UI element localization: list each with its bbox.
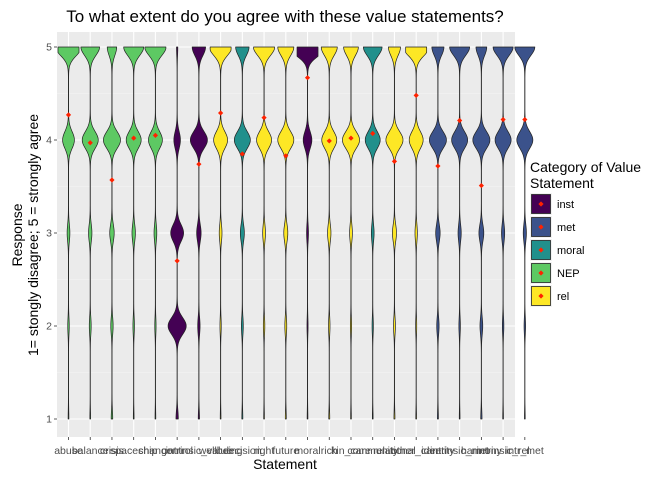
violin-control [167, 46, 187, 420]
x-tick-label-community: community [347, 445, 399, 457]
violin-rich [320, 46, 338, 420]
x-tick-label-right: right [254, 445, 275, 457]
mean-marker-kin_care [348, 135, 354, 141]
x-tick-label-wellbeing: wellbeing [198, 445, 243, 457]
mean-marker-control [174, 258, 180, 264]
y-axis-title: Response 1= stongly disagree; 5 = strong… [9, 114, 41, 356]
violin-spaceship [123, 46, 145, 420]
legend-title-line1: Category of Value [530, 159, 641, 175]
mean-marker-other_care [413, 92, 419, 98]
violin-intr_met [514, 46, 536, 420]
mean-marker-balance [87, 140, 93, 146]
violin-harmony [472, 46, 491, 420]
mean-marker-identity [435, 163, 441, 169]
y-tick-label: 5 [46, 42, 52, 54]
x-tick-label-intrinsic_rel: intrinsic_rel [477, 445, 530, 457]
violin-wellbeing [209, 46, 232, 420]
mean-marker-rich [326, 138, 332, 144]
legend-label-rel: rel [557, 291, 569, 303]
y-axis-title-line2: 1= stongly disagree; 5 = strongly agree [25, 114, 41, 356]
mean-marker-harmony [478, 182, 484, 189]
violin-intrinsic_value [189, 46, 208, 420]
legend-marker-inst [538, 201, 544, 207]
x-tick-label-rich: rich [321, 445, 338, 457]
mean-markers [65, 75, 528, 264]
mean-marker-future [283, 153, 289, 159]
x-tick-label-control: control [161, 445, 193, 457]
legend-title-line2: Statement [530, 175, 594, 191]
x-tick-label-crisis: crisis [100, 445, 124, 457]
x-axis: abusebalancecrisisspaceshipchangecontrol… [54, 437, 544, 457]
violin-relational [385, 46, 404, 420]
violin-crisis [103, 46, 121, 420]
y-axis-title-line1: Response [9, 203, 25, 266]
legend-entries: inst met moral NEP rel [530, 193, 585, 307]
legend-marker-NEP [538, 270, 544, 276]
legend-marker-moral [538, 247, 544, 253]
x-tick-label-intrinsic_value: intrinsic_value [166, 445, 233, 457]
legend-label-met: met [557, 222, 575, 234]
mean-marker-intrinsic_met [457, 117, 463, 124]
x-tick-label-future: future [272, 445, 299, 457]
x-tick-label-decision: decision [223, 445, 262, 457]
mean-marker-spaceship [131, 135, 137, 141]
legend: Category of Value Statement inst met moral… [530, 159, 641, 307]
legend-label-NEP: NEP [557, 268, 580, 280]
x-tick-label-balance: balance [72, 445, 109, 457]
mean-marker-community [370, 130, 376, 137]
x-tick-label-harmony: harmony [461, 445, 503, 457]
x-tick-label-identity: identity [421, 445, 455, 457]
x-tick-label-change: change [138, 445, 173, 457]
legend-label-inst: inst [557, 199, 574, 211]
y-tick-label: 4 [46, 135, 52, 147]
mean-marker-abuse [65, 112, 72, 118]
violin-identity [428, 46, 447, 420]
violins [57, 46, 536, 420]
x-tick-label-abuse: abuse [54, 445, 83, 457]
y-tick-label: 3 [46, 228, 52, 240]
mean-marker-right [261, 115, 267, 121]
x-tick-label-spaceship: spaceship [110, 445, 157, 457]
mean-marker-wellbeing [218, 110, 224, 116]
legend-marker-rel [538, 293, 544, 299]
y-tick-label: 2 [46, 321, 52, 333]
violin-abuse [57, 46, 80, 420]
violin-kin_care [342, 46, 360, 420]
x-tick-label-intrinsic_met: intrinsic_met [430, 445, 489, 457]
y-tick-label: 1 [46, 414, 52, 426]
x-tick-label-moral: moral [294, 445, 320, 457]
mean-marker-decision [239, 151, 245, 157]
violin-intrinsic_met [449, 46, 471, 420]
violin-future [277, 46, 295, 420]
violin-balance [80, 46, 100, 420]
x-tick-label-other_care: other_care [391, 445, 441, 457]
violin-community [362, 46, 383, 420]
mean-marker-intr_met [522, 116, 528, 123]
x-tick-label-intr_met: intr_met [506, 445, 544, 457]
violin-moral [296, 46, 319, 420]
legend-label-moral: moral [557, 245, 585, 257]
mean-marker-moral [304, 75, 311, 81]
violin-change [144, 46, 167, 420]
mean-marker-intrinsic_rel [500, 116, 506, 123]
violin-intrinsic_rel [492, 46, 514, 420]
violin-decision [233, 46, 251, 420]
violin-right [253, 46, 275, 420]
x-axis-title: Statement [253, 456, 317, 472]
mean-marker-change [152, 132, 159, 138]
x-tick-label-relational: relational [373, 445, 416, 457]
y-axis: 1 2 3 4 5 [46, 42, 57, 426]
x-tick-label-kin_care: kin_care [331, 445, 371, 457]
legend-marker-met [538, 224, 544, 230]
mean-marker-crisis [109, 177, 115, 183]
chart-title: To what extent do you agree with these v… [66, 7, 504, 26]
mean-marker-relational [391, 158, 398, 164]
mean-marker-intrinsic_value [196, 161, 202, 167]
violin-other_care [405, 46, 428, 420]
